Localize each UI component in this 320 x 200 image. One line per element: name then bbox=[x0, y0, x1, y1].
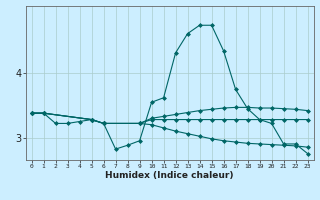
X-axis label: Humidex (Indice chaleur): Humidex (Indice chaleur) bbox=[105, 171, 234, 180]
